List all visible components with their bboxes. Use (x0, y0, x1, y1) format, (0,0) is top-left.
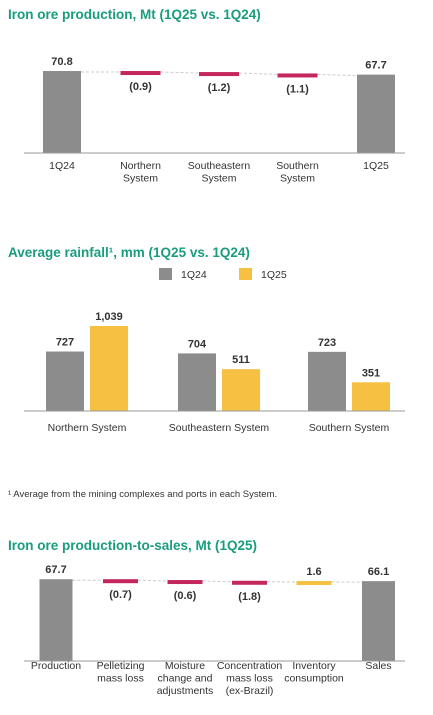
data-label-concentration-mass-loss-ex-brazil: (1.8) (238, 591, 261, 603)
bar-southern-system (277, 73, 318, 78)
data-label-northern-system-1q25: 1,039 (95, 311, 123, 323)
bar-moisture-change-and-adjustments (167, 580, 203, 585)
data-label-northern-system-1q24: 727 (56, 337, 74, 349)
bar-southern-system-1q25 (352, 382, 390, 411)
chart-title-production-to-sales: Iron ore production-to-sales, Mt (1Q25) (8, 538, 258, 553)
data-label-southern-system: (1.1) (286, 83, 309, 95)
category-label-1q25: 1Q25 (363, 160, 389, 172)
data-label-production: 67.7 (45, 564, 66, 576)
category-label-production: Production (31, 660, 81, 672)
category-label-inventory-consumption: Inventory consumption (284, 660, 344, 685)
data-label-pelletizing-mass-loss: (0.7) (109, 589, 132, 601)
bar-southeastern-system-1q25 (222, 369, 260, 411)
bar-southern-system-1q24 (308, 351, 346, 411)
data-label-sales: 66.1 (368, 566, 389, 578)
footnote: ¹ Average from the mining complexes and … (8, 489, 278, 500)
category-label-concentration-mass-loss-ex-brazil: Concentration mass loss (ex-Brazil) (217, 660, 283, 697)
data-label-moisture-change-and-adjustments: (0.6) (174, 590, 197, 602)
legend-swatch-1q25 (239, 268, 252, 280)
connector-line (238, 72, 278, 75)
bar-1q25 (357, 74, 395, 153)
legend-label-1q24: 1Q24 (181, 269, 207, 281)
category-label-moisture-change-and-adjustments: Moisture change and adjustments (157, 660, 214, 697)
bar-concentration-mass-loss-ex-brazil (232, 580, 267, 585)
category-label-southern-system: Southern System (276, 160, 319, 185)
data-label-1q24: 70.8 (51, 56, 72, 68)
production-to-sales-waterfall-chart: 67.7 Production (0.7) Pelletizing mass loss (… (24, 564, 405, 697)
category-label-northern-system: Northern System (48, 422, 127, 434)
legend-label-1q25: 1Q25 (261, 269, 287, 281)
data-label-northern-system: (0.9) (129, 81, 152, 93)
bar-northern-system (120, 71, 161, 76)
data-label-southeastern-system-1q25: 511 (232, 354, 250, 366)
category-label-southeastern-system: Southeastern System (188, 160, 251, 185)
category-label-northern-system: Northern System (120, 160, 161, 185)
connector-line (137, 579, 168, 582)
bar-inventory-consumption (296, 581, 332, 586)
connector-line (202, 580, 233, 583)
bar-northern-system-1q24 (46, 351, 84, 411)
data-label-southern-system-1q25: 351 (362, 367, 380, 379)
connector-line (160, 71, 200, 74)
connector-line (317, 73, 358, 77)
data-label-southeastern-system: (1.2) (208, 82, 231, 94)
chart-title-production: Iron ore production, Mt (1Q25 vs. 1Q24) (8, 7, 261, 22)
data-label-southern-system-1q24: 723 (318, 337, 336, 349)
bar-sales (362, 581, 395, 661)
production-waterfall-chart: 70.8 1Q24 (0.9) Northern System (1.2) Southeas… (24, 56, 405, 185)
legend-swatch-1q24 (159, 268, 172, 280)
bar-southeastern-system (199, 72, 239, 77)
data-label-1q25: 67.7 (365, 60, 386, 72)
chart-title-rainfall: Average rainfall¹, mm (1Q25 vs. 1Q24) (8, 245, 250, 260)
bar-northern-system-1q25 (90, 325, 128, 411)
category-label-pelletizing-mass-loss: Pelletizing mass loss (97, 660, 145, 685)
category-label-sales: Sales (365, 660, 391, 672)
data-label-inventory-consumption: 1.6 (306, 566, 321, 578)
bar-pelletizing-mass-loss (103, 579, 138, 584)
bar-southeastern-system-1q24 (178, 353, 216, 411)
bar-1q24 (43, 71, 81, 153)
rainfall-bar-chart: 1Q24 1Q25 727 1,039 Northern System 704 511 Sou… (24, 268, 405, 434)
category-label-southern-system: Southern System (309, 422, 390, 434)
category-label-1q24: 1Q24 (49, 160, 75, 172)
category-label-southeastern-system: Southeastern System (169, 422, 270, 434)
data-label-southeastern-system-1q24: 704 (188, 338, 207, 350)
bar-production (39, 579, 73, 661)
